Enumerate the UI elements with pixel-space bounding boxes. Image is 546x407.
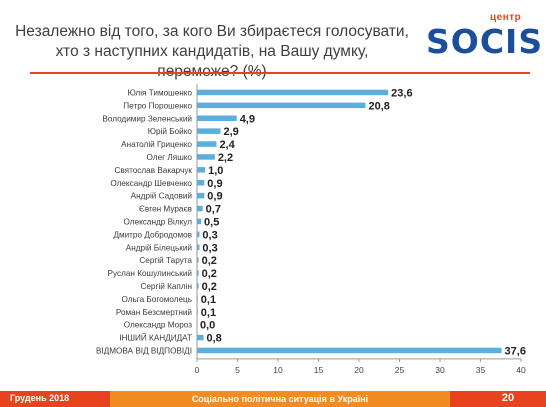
- x-tick-label: 0: [195, 365, 200, 375]
- logo-caption: центр: [490, 12, 522, 23]
- bar: [197, 347, 502, 354]
- category-label: Святослав Вакарчук: [114, 166, 192, 175]
- x-tick-label: 25: [395, 365, 405, 375]
- x-tick-label: 15: [314, 365, 324, 375]
- x-tick-label: 30: [435, 365, 445, 375]
- socis-logo: центр SOCIS: [426, 10, 542, 62]
- value-label: 0,7: [206, 204, 221, 216]
- category-label: Юлія Тимошенко: [128, 88, 193, 97]
- category-label: Олександр Мороз: [124, 321, 193, 330]
- bar: [197, 192, 205, 199]
- bar: [197, 257, 199, 263]
- x-tick-label: 5: [235, 365, 240, 375]
- value-label: 0,1: [201, 307, 216, 319]
- value-label: 2,2: [218, 152, 233, 164]
- category-label: Андрій Садовий: [131, 192, 192, 201]
- bar: [197, 128, 221, 134]
- bar: [197, 244, 200, 250]
- value-label: 0,2: [202, 281, 217, 293]
- category-label: Анатолій Гриценко: [121, 140, 192, 149]
- bar: [197, 270, 199, 276]
- value-label: 0,5: [204, 216, 219, 228]
- header-divider: [30, 72, 530, 74]
- bar: [197, 205, 203, 212]
- footer-title: Соціально політична ситуація в Україні: [191, 394, 369, 404]
- category-label: Ольга Богомолець: [121, 295, 192, 304]
- category-label: Володимир Зеленський: [102, 114, 192, 123]
- category-label: Олександр Вілкул: [124, 217, 193, 226]
- bar: [197, 218, 202, 225]
- value-label: 1,0: [208, 165, 223, 177]
- value-label: 0,3: [202, 229, 217, 241]
- value-label: 20,8: [368, 100, 389, 112]
- bar: [197, 334, 204, 341]
- category-label: Юрій Бойко: [148, 127, 193, 136]
- value-label: 0,8: [206, 333, 221, 345]
- bar: [197, 102, 366, 109]
- category-label: Євген Мураєв: [139, 205, 192, 214]
- footer-center-band: Соціально політична ситуація в Україні: [110, 391, 450, 407]
- bar: [197, 89, 389, 96]
- footer-bar: Грудень 2018 Соціально політична ситуаці…: [0, 391, 546, 407]
- category-label: Андрій Білецький: [126, 243, 192, 252]
- category-label: Дмитро Добродомов: [113, 230, 192, 239]
- footer-date: Грудень 2018: [10, 393, 70, 403]
- bar: [197, 115, 237, 121]
- value-label: 0,9: [207, 191, 222, 203]
- value-label: 4,9: [240, 113, 255, 125]
- value-label: 2,4: [219, 139, 235, 151]
- bar: [197, 141, 217, 147]
- logo-wordmark: SOCIS: [426, 22, 544, 61]
- bar-chart: Юлія Тимошенко 23,6 Петро Порошенко 20,8 Вол…: [96, 84, 526, 375]
- category-label: Сергій Каплін: [140, 282, 192, 291]
- bar: [197, 154, 215, 160]
- value-label: 0,9: [207, 178, 222, 190]
- category-label: ВІДМОВА ВІД ВІДПОВІДІ: [96, 346, 192, 355]
- bar: [197, 231, 200, 238]
- bar: [197, 283, 199, 289]
- category-label: Руслан Кошулинський: [108, 269, 192, 278]
- x-tick-label: 40: [516, 365, 526, 375]
- value-label: 23,6: [391, 87, 412, 99]
- category-label: Олег Ляшко: [147, 153, 193, 162]
- bar: [197, 180, 205, 186]
- x-tick-label: 35: [476, 365, 486, 375]
- value-label: 37,6: [505, 345, 526, 357]
- value-label: 0,2: [202, 268, 217, 280]
- category-label: Роман Безсмертний: [116, 308, 192, 317]
- category-label: Сергій Тарута: [139, 256, 192, 265]
- value-label: 2,9: [223, 126, 238, 138]
- category-label: Петро Порошенко: [123, 101, 192, 110]
- x-tick-label: 20: [354, 365, 364, 375]
- value-label: 0,1: [201, 294, 216, 306]
- value-label: 0,2: [202, 255, 217, 267]
- value-label: 0,3: [202, 242, 217, 254]
- value-label: 0,0: [200, 320, 215, 332]
- page-number: 20: [501, 392, 515, 404]
- category-label: ІНШИЙ КАНДИДАТ: [119, 332, 192, 343]
- x-tick-label: 10: [273, 365, 283, 375]
- chart-title: Незалежно від того, за кого Ви збираєтес…: [15, 23, 409, 80]
- category-label: Олександр Шевченко: [110, 179, 192, 188]
- bar: [197, 167, 206, 173]
